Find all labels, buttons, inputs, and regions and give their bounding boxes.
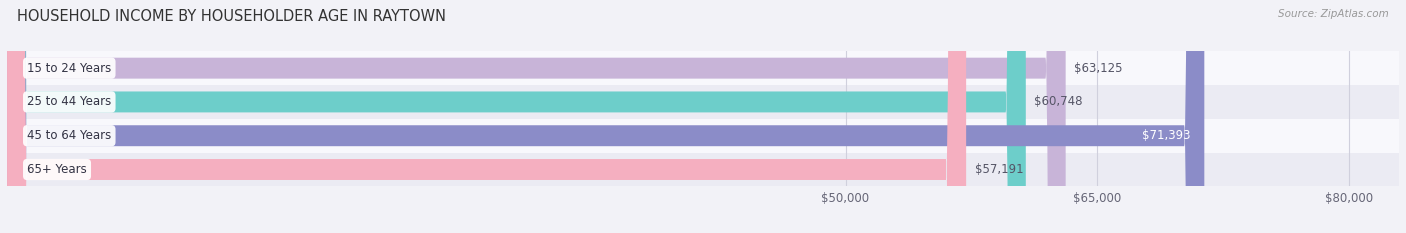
Text: HOUSEHOLD INCOME BY HOUSEHOLDER AGE IN RAYTOWN: HOUSEHOLD INCOME BY HOUSEHOLDER AGE IN R…	[17, 9, 446, 24]
Bar	[7, 119, 1399, 153]
Text: 25 to 44 Years: 25 to 44 Years	[27, 96, 111, 108]
Text: $60,748: $60,748	[1035, 96, 1083, 108]
Text: $71,393: $71,393	[1143, 129, 1191, 142]
Bar	[7, 51, 1399, 85]
Text: Source: ZipAtlas.com: Source: ZipAtlas.com	[1278, 9, 1389, 19]
FancyBboxPatch shape	[7, 0, 966, 233]
FancyBboxPatch shape	[7, 0, 1026, 233]
Text: $57,191: $57,191	[974, 163, 1024, 176]
Bar	[7, 153, 1399, 186]
Text: 15 to 24 Years: 15 to 24 Years	[27, 62, 111, 75]
Bar	[7, 85, 1399, 119]
FancyBboxPatch shape	[7, 0, 1205, 233]
Text: 45 to 64 Years: 45 to 64 Years	[27, 129, 111, 142]
Text: 65+ Years: 65+ Years	[27, 163, 87, 176]
FancyBboxPatch shape	[7, 0, 1066, 233]
Text: $63,125: $63,125	[1074, 62, 1122, 75]
